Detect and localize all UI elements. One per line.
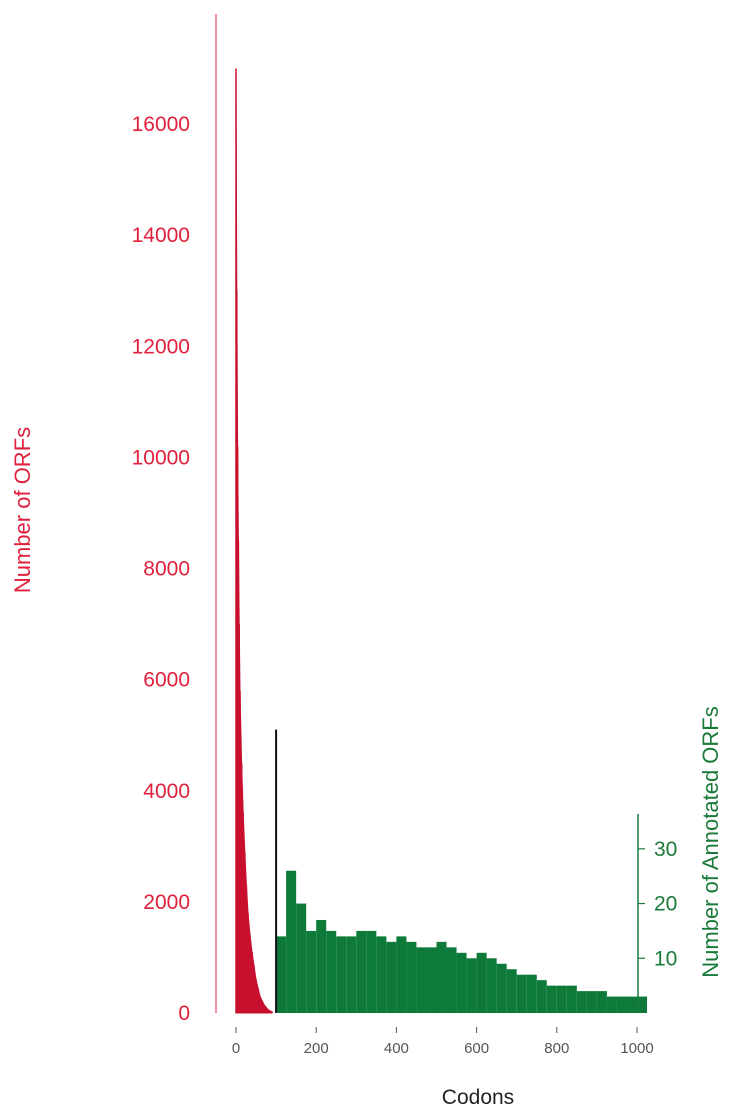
bar-annotated-orfs [336,936,347,1013]
bar-annotated-orfs [376,936,387,1013]
x-axis-label: Codons [442,1086,514,1109]
bar-annotated-orfs [576,991,587,1013]
bar-annotated-orfs [616,996,627,1013]
bar-annotated-orfs [626,996,637,1013]
bar-annotated-orfs [286,870,297,1013]
y-axis-left-label: Number of ORFs [10,427,35,593]
bar-annotated-orfs [316,919,327,1013]
bar-annotated-orfs [476,952,487,1013]
bar-annotated-orfs [386,941,397,1013]
bar-annotated-orfs [426,947,437,1013]
y-left-tick-label: 10000 [132,446,190,469]
bar-annotated-orfs [366,930,377,1013]
bar-annotated-orfs [416,947,427,1013]
y-right-tick-label: 20 [654,893,677,916]
bar-annotated-orfs [326,930,337,1013]
bar-annotated-orfs [586,991,597,1013]
series-layer [235,68,648,1014]
y-right-tick-label: 30 [654,838,677,861]
bar-annotated-orfs [536,980,547,1013]
bar-annotated-orfs [596,991,607,1013]
x-tick-label: 0 [232,1040,240,1057]
bar-annotated-orfs [516,974,527,1013]
bar-annotated-orfs [466,958,477,1013]
y-left-tick-label: 2000 [143,891,190,914]
y-axis-right-label: Number of Annotated ORFs [698,706,723,977]
bar-annotated-orfs [306,930,317,1013]
bar-annotated-orfs [406,941,417,1013]
bar-annotated-orfs [346,936,357,1013]
x-tick-label: 1000 [620,1040,653,1057]
bar-annotated-orfs [486,958,497,1013]
bar-annotated-orfs [446,947,457,1013]
y-left-tick-label: 4000 [143,780,190,803]
bar-annotated-orfs [296,903,307,1013]
bar-annotated-orfs [526,974,537,1013]
bar-annotated-orfs [637,996,648,1013]
bar-annotated-orfs [496,963,507,1013]
y-left-tick-label: 8000 [143,558,190,581]
y-left-tick-label: 12000 [132,335,190,358]
bar-annotated-orfs [356,930,367,1013]
y-left-tick-label: 6000 [143,669,190,692]
bar-annotated-orfs [396,936,407,1013]
bar-annotated-orfs [456,952,467,1013]
x-tick-label: 800 [544,1040,569,1057]
axes-layer [215,14,639,1013]
bar-annotated-orfs [506,969,517,1013]
x-tick-label: 200 [304,1040,329,1057]
bar-annotated-orfs [276,936,287,1013]
bar-annotated-orfs [606,996,617,1013]
x-tick-label: 600 [464,1040,489,1057]
bar-annotated-orfs [546,985,557,1013]
x-tick-label: 400 [384,1040,409,1057]
ticks-layer: 0200040006000800010000120001400016000102… [132,113,678,1057]
y-left-tick-label: 0 [178,1002,190,1025]
bar-annotated-orfs [556,985,567,1013]
bar-annotated-orfs [436,941,447,1013]
y-right-tick-label: 10 [654,947,677,970]
y-left-tick-label: 14000 [132,224,190,247]
bar-annotated-orfs [566,985,577,1013]
y-left-tick-label: 16000 [132,113,190,136]
